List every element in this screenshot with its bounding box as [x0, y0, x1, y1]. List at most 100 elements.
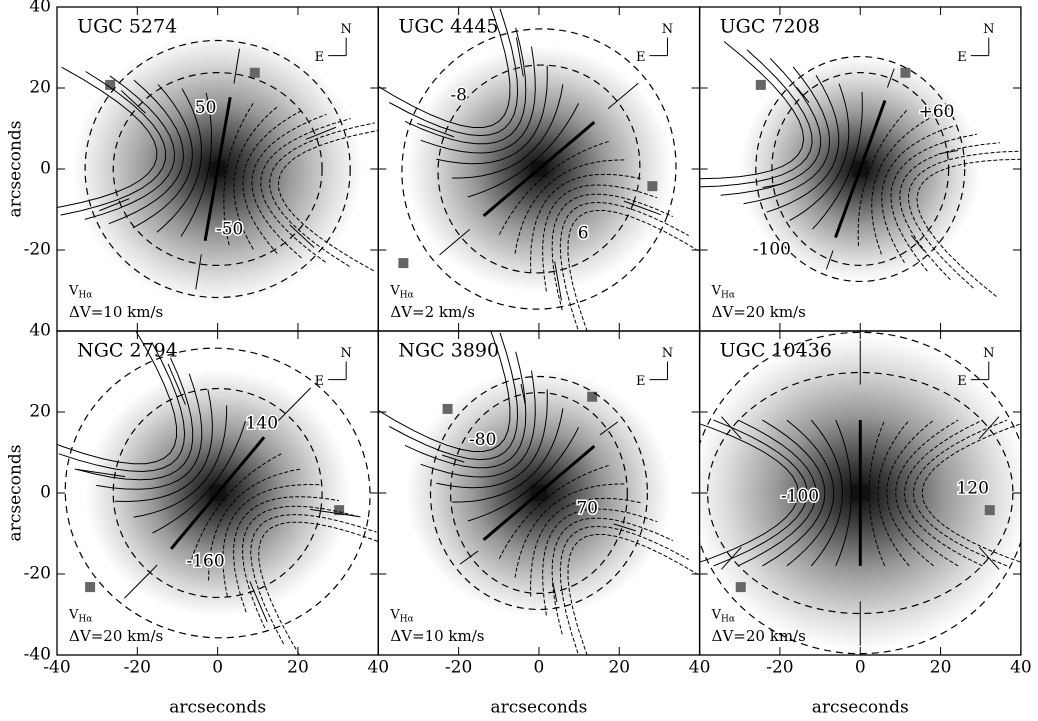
delta-v: ΔV=10 km/s [390, 627, 484, 645]
ring [84, 39, 351, 299]
compass-n-label: N [340, 22, 351, 37]
ring [771, 72, 950, 266]
sector-line [554, 261, 562, 301]
pixel [398, 258, 409, 269]
panel-content [378, 331, 700, 655]
sector-line [305, 126, 337, 140]
compass-e-label: E [636, 50, 646, 65]
contour [189, 452, 284, 565]
sector-line [910, 235, 925, 252]
sector-line [607, 82, 639, 109]
y-tick-label: -40 [24, 645, 51, 665]
compass-e-label: E [957, 50, 967, 65]
delta-v: ΔV=10 km/s [69, 303, 163, 321]
contour [720, 57, 822, 196]
contour [789, 83, 850, 222]
panel-title: UGC 10436 [720, 339, 832, 361]
y-tick-label: 40 [29, 321, 51, 341]
ring [755, 55, 966, 283]
contour [233, 105, 279, 250]
y-tick-label: 20 [29, 402, 51, 422]
compass-n-label: N [983, 346, 994, 361]
contour [542, 508, 658, 616]
compass-e-label: E [315, 374, 325, 389]
contour [877, 419, 910, 567]
contour [699, 49, 813, 188]
panel: NGC 3890 N E -80 70 VHα ΔV=10 km/s [377, 330, 701, 656]
contour [899, 142, 1000, 281]
compass-n-label: N [662, 22, 673, 37]
sector-line [277, 387, 312, 422]
sector-line [167, 363, 186, 405]
x-tick-label: 0 [855, 658, 866, 678]
pixel [735, 582, 746, 593]
contour [766, 74, 840, 213]
velocity-symbol: V [389, 283, 400, 298]
y-tick-label: 40 [29, 0, 51, 17]
ring [112, 72, 323, 266]
velocity-symbol: V [68, 607, 79, 622]
contour [96, 373, 203, 490]
panel-title: UGC 7208 [720, 15, 820, 37]
contour [559, 201, 689, 330]
velocity-label: VHα [68, 607, 92, 624]
panel-content [378, 7, 700, 331]
sector-line [99, 198, 130, 212]
sector-line [249, 581, 268, 623]
delta-v: ΔV=2 km/s [390, 303, 475, 321]
sector-line [310, 508, 361, 518]
contour [389, 8, 519, 137]
contour [108, 79, 185, 225]
contour-label: 6 [578, 223, 589, 243]
contour-label: +60 [919, 102, 955, 122]
velocity-label: VHα [389, 283, 413, 300]
panel: UGC 7208 N E +60 -100 VHα ΔV=20 km/s [698, 6, 1022, 332]
contour [812, 92, 863, 230]
contour [868, 419, 886, 567]
sector-line [416, 122, 455, 138]
panel-content [699, 41, 1021, 297]
contour-label: -100 [753, 240, 791, 260]
pixel [85, 582, 96, 593]
pixel [587, 391, 598, 402]
contour [713, 419, 808, 567]
contour [250, 513, 377, 645]
x-tick-label: 0 [212, 658, 223, 678]
contour [84, 75, 176, 220]
contour [436, 65, 548, 165]
contour [542, 184, 658, 292]
compass-e-label: E [957, 374, 967, 389]
velocity-label: VHα [711, 607, 735, 624]
x-axis-label: arcseconds [812, 698, 909, 718]
x-tick-label: 40 [689, 658, 711, 678]
y-tick-label: 20 [29, 78, 51, 98]
contour [57, 331, 177, 465]
contour-label: -50 [216, 219, 243, 239]
sector-line [195, 254, 202, 290]
contour [378, 331, 511, 452]
contour [452, 84, 564, 179]
sector-line [439, 229, 471, 256]
contour-label: 140 [246, 414, 278, 434]
contour [907, 150, 1021, 289]
panel-content [57, 34, 379, 304]
compass-n-label: N [662, 346, 673, 361]
contour [251, 113, 327, 259]
contour [436, 389, 548, 489]
contour [156, 88, 203, 233]
x-tick-label: 20 [608, 658, 630, 678]
pixel [334, 505, 345, 516]
contour-label: 70 [576, 499, 598, 519]
delta-v: ΔV=20 km/s [712, 303, 806, 321]
velocity-subscript: Hα [400, 290, 414, 300]
y-axis-label: arcseconds [6, 445, 26, 542]
contour [737, 419, 817, 567]
sector-line [289, 224, 315, 248]
contour [871, 116, 932, 255]
contour [467, 427, 580, 522]
velocity-symbol: V [389, 607, 400, 622]
velocity-label: VHα [68, 283, 92, 300]
contour [223, 101, 255, 246]
contour-label: -8 [450, 86, 467, 106]
sector-line [825, 250, 834, 270]
